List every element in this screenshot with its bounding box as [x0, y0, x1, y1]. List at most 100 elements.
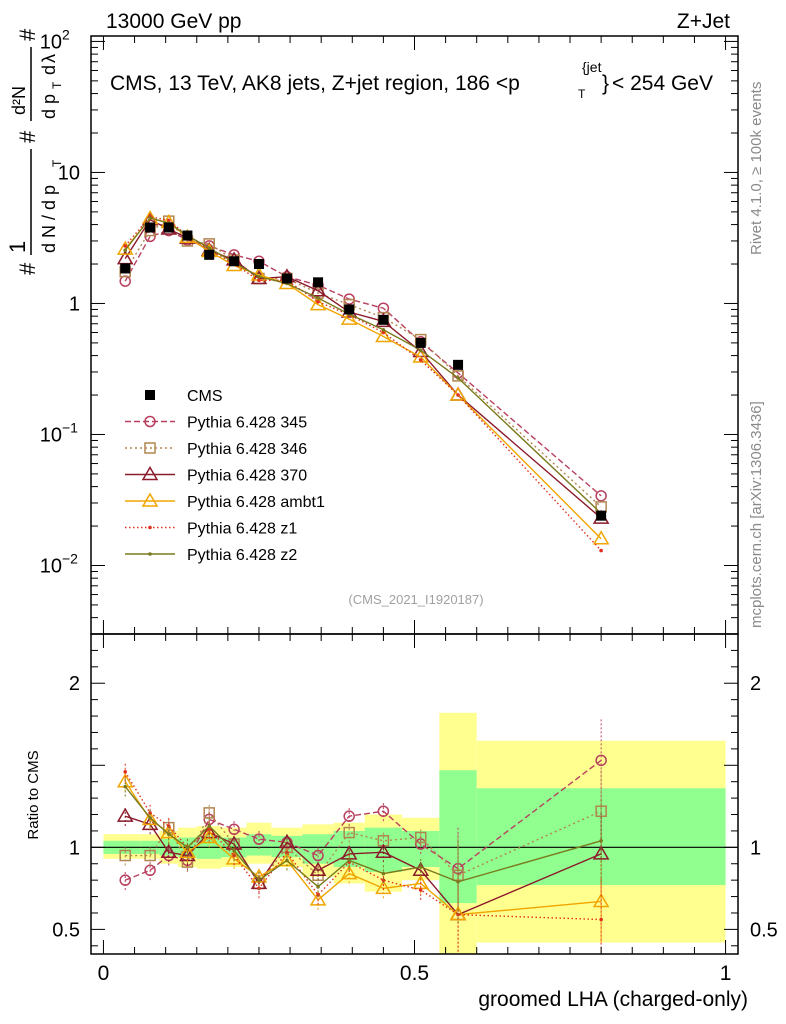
y-tick-exponent: −1: [62, 419, 78, 435]
ratio-y-tick-label: 1: [69, 837, 80, 859]
series-pythia-6-428-ambt1-point: [116, 240, 134, 255]
ratio-y-label: Ratio to CMS: [25, 750, 42, 839]
series-cms-point: [313, 277, 324, 288]
legend-pythia-6-428-ambt1-label: Pythia 6.428 ambt1: [187, 494, 325, 511]
series-pythia-6-428-z1-ratio-point: [381, 878, 386, 882]
series-pythia-6-428-z1-point: [381, 330, 386, 335]
series-cms-point: [163, 222, 174, 233]
title-close-brace: }: [602, 72, 609, 95]
series-pythia-6-428-ambt1-ratio-point: [375, 879, 392, 895]
series-pythia-6-428-370-point: [309, 282, 327, 297]
series-pythia-6-428-346-line: [124, 220, 602, 508]
series-pythia-6-428-370-ratio-point: [160, 843, 178, 859]
series-pythia-6-428-z1-point: [316, 299, 320, 304]
legend: CMS Pythia 6.428 345 Pythia 6.428 346 Pythi…: [125, 388, 325, 564]
series-cms-point: [344, 304, 355, 315]
series-pythia-6-428-ambt1-point: [412, 348, 430, 363]
series-cms-point: [453, 359, 464, 370]
series-cms-point: [120, 263, 131, 274]
ratio-y-tick-label-right: 0.5: [750, 919, 778, 941]
series-pythia-6-428-z2-point: [257, 274, 261, 279]
series-pythia-6-428-346-ratio-point: [144, 849, 156, 862]
series-pythia-6-428-z2-ratio-point: [257, 878, 261, 882]
y-label-hash-2: #: [15, 130, 40, 143]
series-pythia-6-428-ambt1-ratio-point: [592, 892, 610, 908]
series-pythia-6-428-z2-ratio-point: [381, 871, 386, 876]
series-pythia-6-428-370-ratio-point: [375, 843, 392, 859]
series-pythia-6-428-z2-ratio-point: [285, 858, 289, 863]
series-pythia-6-428-z2-ratio-point: [207, 824, 212, 828]
series-cms-point: [253, 259, 264, 270]
series-pythia-6-428-ambt1-ratio-point: [309, 891, 327, 906]
series-cms-point: [378, 314, 389, 325]
series-pythia-6-428-z2-point: [207, 246, 212, 250]
series-pythia-6-428-345-point: [595, 490, 607, 502]
plot-title: CMS, 13 TeV, AK8 jets, Z+jet region, 186…: [110, 59, 713, 101]
legend-pythia-6-428-370-label: Pythia 6.428 370: [187, 468, 307, 485]
series-pythia-6-428-z2-ratio-point: [166, 832, 171, 837]
rivet-version-label: Rivet 4.1.0, ≥ 100k events: [748, 82, 765, 255]
series-pythia-6-428-345-ratio-point: [595, 754, 607, 767]
series-pythia-6-428-z2-ratio-point: [347, 858, 351, 863]
x-tick-label: 0.5: [400, 962, 429, 985]
y-label-denominator: d N / d p: [39, 185, 59, 253]
series-pythia-6-428-345-ratio-point: [312, 849, 324, 862]
y-tick-label: 10: [40, 31, 62, 53]
legend-pythia-6-428-z1-label: Pythia 6.428 z1: [187, 521, 297, 538]
series-pythia-6-428-345-ratio-point: [343, 810, 355, 822]
series-cms-point: [182, 230, 193, 241]
series-pythia-6-428-346-point: [452, 370, 464, 382]
series-pythia-6-428-ambt1-point: [592, 530, 610, 545]
main-panel-frame: [90, 35, 739, 635]
series-pythia-6-428-z2-ratio-point: [185, 845, 190, 850]
series-pythia-6-428-346-ratio-point: [119, 849, 131, 862]
legend-cms-marker: [145, 390, 155, 400]
legend-pythia-6-428-z2-label: Pythia 6.428 z2: [187, 547, 297, 564]
y-label-pt-sub: T: [50, 159, 64, 167]
series-pythia-6-428-ambt1-point: [309, 296, 327, 311]
series-pythia-6-428-z1-point: [599, 548, 603, 553]
series-cms-point: [145, 222, 156, 233]
title-jet-sup: {jet: [582, 59, 602, 75]
series-pythia-6-428-ambt1-point: [340, 310, 358, 325]
series-pythia-6-428-z2-point: [381, 327, 386, 332]
legend-pythia-6-428-ambt1-marker: [141, 492, 159, 507]
legend-pythia-6-428-345-label: Pythia 6.428 345: [187, 415, 307, 432]
ratio-y-tick-label: 0.5: [52, 919, 80, 941]
series-pythia-6-428-370-ratio-point: [141, 815, 159, 831]
series-pythia-6-428-ambt1-ratio-point: [340, 865, 358, 880]
series-pythia-6-428-z2-point: [456, 376, 460, 380]
series-pythia-6-428-345-point: [119, 275, 131, 287]
series-pythia-6-428-z1-ratio-point: [123, 770, 128, 774]
series-cms-point: [596, 510, 607, 521]
legend-pythia-6-428-370-marker: [141, 466, 159, 481]
series-pythia-6-428-z1-ratio-point: [148, 811, 152, 815]
series-cms-point: [229, 256, 240, 267]
series-pythia-6-428-ambt1-ratio-point: [141, 810, 159, 826]
y-tick-label: 10: [40, 424, 62, 446]
y-tick-label: 10: [40, 555, 62, 577]
title-part-b: < 254 GeV: [612, 72, 713, 95]
y-label-one: 1: [5, 241, 30, 253]
y-axis-label: # 1 d N / d p T # d²N d p T d λ #: [5, 28, 64, 275]
y-label-den2: d p: [39, 94, 59, 119]
series-pythia-6-428-346-ratio-point: [414, 831, 427, 844]
y-label-hash-1: #: [15, 262, 40, 275]
series-pythia-6-428-345-ratio-point: [228, 823, 240, 836]
x-axis-label: groomed LHA (charged-only): [478, 988, 748, 1011]
series-pythia-6-428-z2-point: [418, 348, 423, 352]
series-pythia-6-428-370-ratio-point: [592, 845, 610, 860]
series-pythia-6-428-z1-ratio-point: [599, 917, 603, 922]
y-label-d: d: [39, 65, 59, 75]
header-right: Z+Jet: [677, 10, 730, 33]
ratio-series: [116, 719, 610, 954]
x-tick-label: 1: [720, 962, 732, 985]
series-pythia-6-428-z1-ratio-point: [418, 888, 423, 892]
series-pythia-6-428-370-ratio-point: [309, 861, 327, 877]
y-tick-label: 1: [69, 293, 80, 315]
series-pythia-6-428-z2-point: [148, 216, 152, 220]
series-pythia-6-428-ambt1-point: [449, 386, 467, 401]
series-pythia-6-428-ambt1-ratio-point: [179, 843, 196, 859]
